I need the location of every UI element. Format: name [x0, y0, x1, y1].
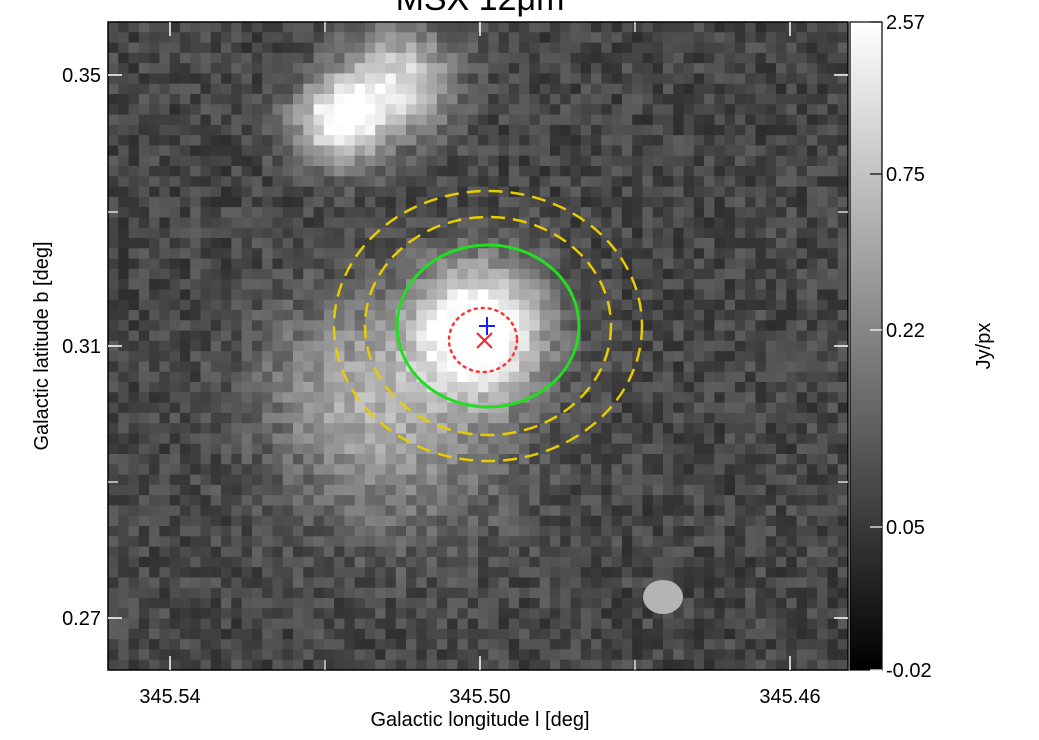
inner-annulus: [363, 215, 613, 437]
source-aperture: [395, 243, 581, 409]
colorbar-tick-label: 0.22: [886, 320, 925, 342]
colorbar-tick-label: 2.57: [886, 12, 925, 34]
x-tick-label: 345.46: [759, 686, 820, 708]
colorbar-label: Jy/px: [973, 323, 995, 370]
image-panel: [108, 22, 848, 670]
colorbar-ticks: 2.57 0.75 0.22 0.05 -0.02: [870, 12, 932, 682]
overlays: [332, 189, 683, 614]
x-axis-label: Galactic longitude l [deg]: [370, 709, 589, 731]
colorbar-tick-label: 0.75: [886, 164, 925, 186]
x-tick-label: 345.54: [139, 686, 200, 708]
colorbar: [849, 21, 883, 671]
y-tick-label: 0.31: [62, 336, 101, 358]
peak-marker: [479, 317, 495, 335]
beam-marker: [643, 580, 683, 614]
y-tick-label: 0.35: [62, 65, 101, 87]
x-tick-label: 345.50: [449, 686, 510, 708]
y-tick-label: 0.27: [62, 608, 101, 630]
outer-annulus: [332, 189, 644, 463]
colorbar-tick-label: 0.05: [886, 517, 925, 539]
centroid-marker: [476, 332, 493, 349]
colorbar-tick-label: -0.02: [886, 660, 932, 682]
y-axis-label: Galactic latitude b [deg]: [31, 241, 53, 450]
pixel-grid: [108, 22, 848, 670]
plot-title: MSX 12μm: [396, 0, 565, 18]
axis-ticks: 345.54 345.50 345.46 0.35 0.31 0.27: [62, 22, 848, 708]
fit-ellipse: [447, 306, 519, 374]
